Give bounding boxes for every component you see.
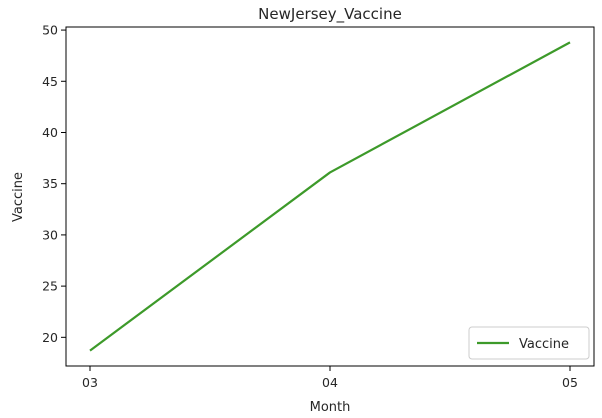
x-tick-label: 03	[82, 375, 98, 390]
y-axis-ticks: 20 25 30 35 40 45 50	[42, 23, 66, 345]
y-axis-label: Vaccine	[11, 172, 26, 222]
legend-box	[468, 326, 590, 360]
y-tick-label: 20	[42, 330, 58, 345]
legend-label-vaccine: Vaccine	[519, 337, 569, 352]
plot-frame	[65, 26, 595, 367]
y-tick-label: 45	[42, 74, 58, 89]
x-tick-label: 04	[322, 375, 338, 390]
chart-title: NewJersey_Vaccine	[258, 5, 402, 24]
y-tick-label: 25	[42, 279, 58, 294]
plot-area	[65, 26, 595, 367]
x-tick-label: 05	[562, 375, 578, 390]
y-tick-label: 30	[42, 227, 58, 242]
legend: Vaccine	[468, 326, 590, 360]
y-tick-label: 35	[42, 176, 58, 191]
y-tick-label: 40	[42, 125, 58, 140]
series-layer	[89, 41, 571, 352]
x-axis-ticks: 03 04 05	[82, 366, 578, 390]
x-axis-label: Month	[310, 400, 351, 415]
y-tick-label: 50	[42, 23, 58, 38]
